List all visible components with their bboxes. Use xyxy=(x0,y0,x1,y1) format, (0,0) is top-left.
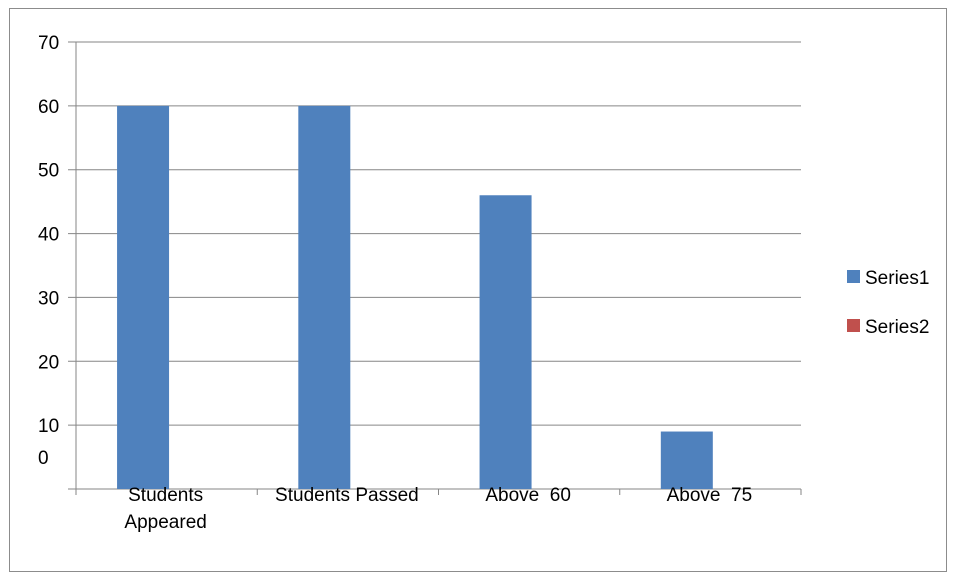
legend-label-series1: Series1 xyxy=(865,268,929,289)
bar-series1-0 xyxy=(117,105,170,489)
x-category-label-line: Above 60 xyxy=(485,485,571,506)
y-tick-label: 0 xyxy=(38,448,49,469)
x-category-label: Above 75 xyxy=(667,485,753,506)
x-category-label: Students Passed xyxy=(275,485,419,506)
bar-series1-2 xyxy=(479,195,532,489)
y-tick-label: 70 xyxy=(38,33,59,54)
y-tick-label: 50 xyxy=(38,161,59,182)
x-category-label-line: Students xyxy=(128,485,203,506)
y-tick-label: 30 xyxy=(38,288,59,309)
x-category-label-line: Students Passed xyxy=(275,485,419,506)
x-category-label-line: Above 75 xyxy=(667,485,753,506)
y-tick-label: 10 xyxy=(38,416,59,437)
legend-label-series2: Series2 xyxy=(865,317,929,338)
x-category-label: Above 60 xyxy=(485,485,571,506)
bar-series1-3 xyxy=(660,431,713,489)
chart-frame xyxy=(9,8,947,572)
legend-swatch-series2 xyxy=(847,319,860,332)
y-tick-label: 60 xyxy=(38,97,59,118)
legend-swatch-series1 xyxy=(847,270,860,283)
x-category-label: Students Appeared xyxy=(124,485,206,533)
y-tick-label: 40 xyxy=(38,225,59,246)
bar-series1-1 xyxy=(298,105,351,489)
x-category-label-line: Appeared xyxy=(124,512,206,533)
y-tick-label: 20 xyxy=(38,352,59,373)
